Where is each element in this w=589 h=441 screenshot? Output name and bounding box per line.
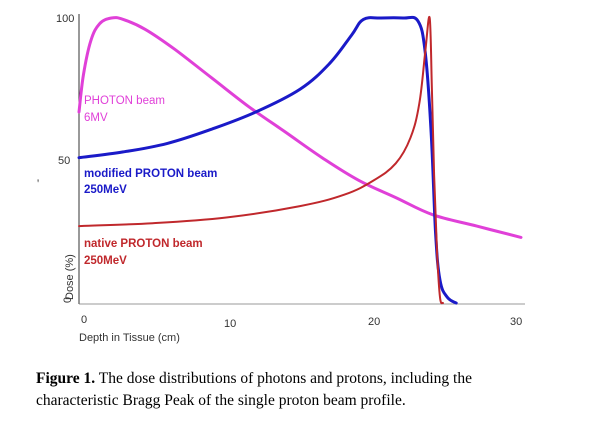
y-tick-label-0: 0 [62,297,74,303]
modified-proton-beam-curve [77,15,458,305]
x-tick-label-0: 0 [81,314,87,326]
dose-depth-chart: 100 50 0 0 10 20 30 Depth in Tissue (cm)… [56,13,525,344]
native-proton-beam-curve [78,15,444,305]
x-tick-label-10: 10 [224,318,236,330]
y-tick-label-50: 50 [58,155,70,167]
figure-caption-label: Figure 1. [36,369,96,387]
modified-proton-beam-energy-label: 250MeV [84,184,127,196]
photon-beam-curve [77,16,523,239]
x-tick-label-20: 20 [368,316,380,328]
native-proton-beam-energy-label: 250MeV [84,255,127,267]
x-tick-label-30: 30 [510,316,522,328]
photon-beam-label: PHOTON beam [84,95,165,107]
y-tick-label-100: 100 [56,13,74,25]
figure-caption-text: The dose distributions of photons and pr… [36,369,472,409]
stray-mark: ' [37,176,40,190]
y-axis-title: Dose (%) [64,254,76,300]
figure-caption: Figure 1. The dose distributions of phot… [36,368,556,412]
modified-proton-beam-label: modified PROTON beam [84,168,217,180]
x-axis-title: Depth in Tissue (cm) [79,332,180,344]
native-proton-beam-label: native PROTON beam [84,238,203,250]
photon-beam-energy-label: 6MV [84,112,108,124]
